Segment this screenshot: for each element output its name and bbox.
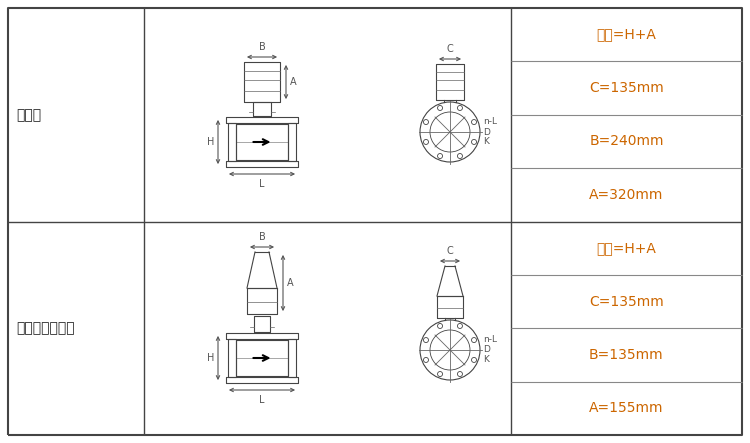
Text: B=135mm: B=135mm [589,348,664,362]
Text: 总高=H+A: 总高=H+A [596,28,656,42]
Text: n-L: n-L [483,335,497,344]
Text: A=320mm: A=320mm [590,188,664,202]
Text: L: L [260,395,265,405]
Text: K: K [483,136,489,145]
Text: C: C [447,44,453,54]
Text: A: A [290,77,296,87]
Text: 总高=H+A: 总高=H+A [596,241,656,255]
Text: A: A [287,278,294,288]
Text: H: H [206,353,214,363]
Text: C=135mm: C=135mm [589,295,664,309]
Text: H: H [206,137,214,147]
Text: B: B [259,42,266,52]
Text: C=135mm: C=135mm [589,81,664,95]
Text: 一体型: 一体型 [16,108,41,122]
Text: A=155mm: A=155mm [590,401,664,416]
Text: C: C [447,246,453,256]
Text: K: K [483,354,489,364]
Text: B=240mm: B=240mm [590,134,664,148]
Text: L: L [260,179,265,189]
Text: 无通讯或分体型: 无通讯或分体型 [16,321,74,335]
Text: D: D [483,128,490,136]
Text: B: B [259,232,266,242]
Text: n-L: n-L [483,117,497,126]
Text: D: D [483,346,490,354]
